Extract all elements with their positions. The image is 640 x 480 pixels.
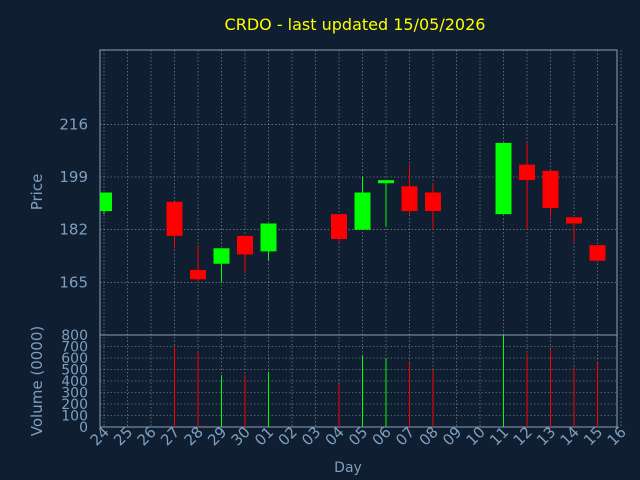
- volume-tick-label: 500: [61, 363, 88, 379]
- candle-body: [378, 180, 394, 184]
- volume-tick-label: 0: [79, 420, 88, 436]
- candle-body: [566, 217, 582, 224]
- volume-tick-label: 700: [61, 340, 88, 356]
- grid-layer: [100, 50, 622, 428]
- axis-layer: 1651821992160100200300400500600700800242…: [59, 49, 630, 449]
- candle-layer: [100, 142, 606, 283]
- x-axis-label: Day: [334, 460, 362, 476]
- candle-body: [519, 164, 535, 181]
- price-tick-label: 216: [59, 115, 88, 133]
- volume-layer: [174, 335, 598, 427]
- candle-body: [237, 235, 253, 255]
- volume-axis-label: Volume (0000): [28, 326, 46, 436]
- candle-body: [354, 192, 371, 230]
- price-tick-label: 199: [59, 168, 88, 186]
- candle-body: [542, 170, 559, 208]
- candle-body: [260, 223, 277, 252]
- volume-tick-label: 600: [61, 351, 88, 367]
- price-tick-label: 165: [59, 273, 88, 291]
- volume-tick-label: 400: [61, 374, 88, 390]
- volume-tick-label: 200: [61, 397, 88, 413]
- candle-body: [589, 245, 606, 261]
- price-tick-label: 182: [59, 221, 88, 239]
- candle-body: [425, 192, 441, 212]
- candle-body: [100, 192, 112, 212]
- candle-body: [495, 142, 512, 215]
- candle-body: [213, 248, 230, 264]
- candle-body: [331, 214, 347, 239]
- volume-panel-frame: [99, 334, 618, 428]
- volume-tick-label: 100: [61, 409, 88, 425]
- candle-body: [401, 186, 418, 212]
- volume-tick-label: 800: [61, 328, 88, 344]
- candle-body: [190, 269, 206, 280]
- price-axis-label: Price: [28, 174, 46, 211]
- candle-body: [166, 201, 183, 236]
- volume-tick-label: 300: [61, 386, 88, 402]
- chart-title: CRDO - last updated 15/05/2026: [225, 15, 486, 34]
